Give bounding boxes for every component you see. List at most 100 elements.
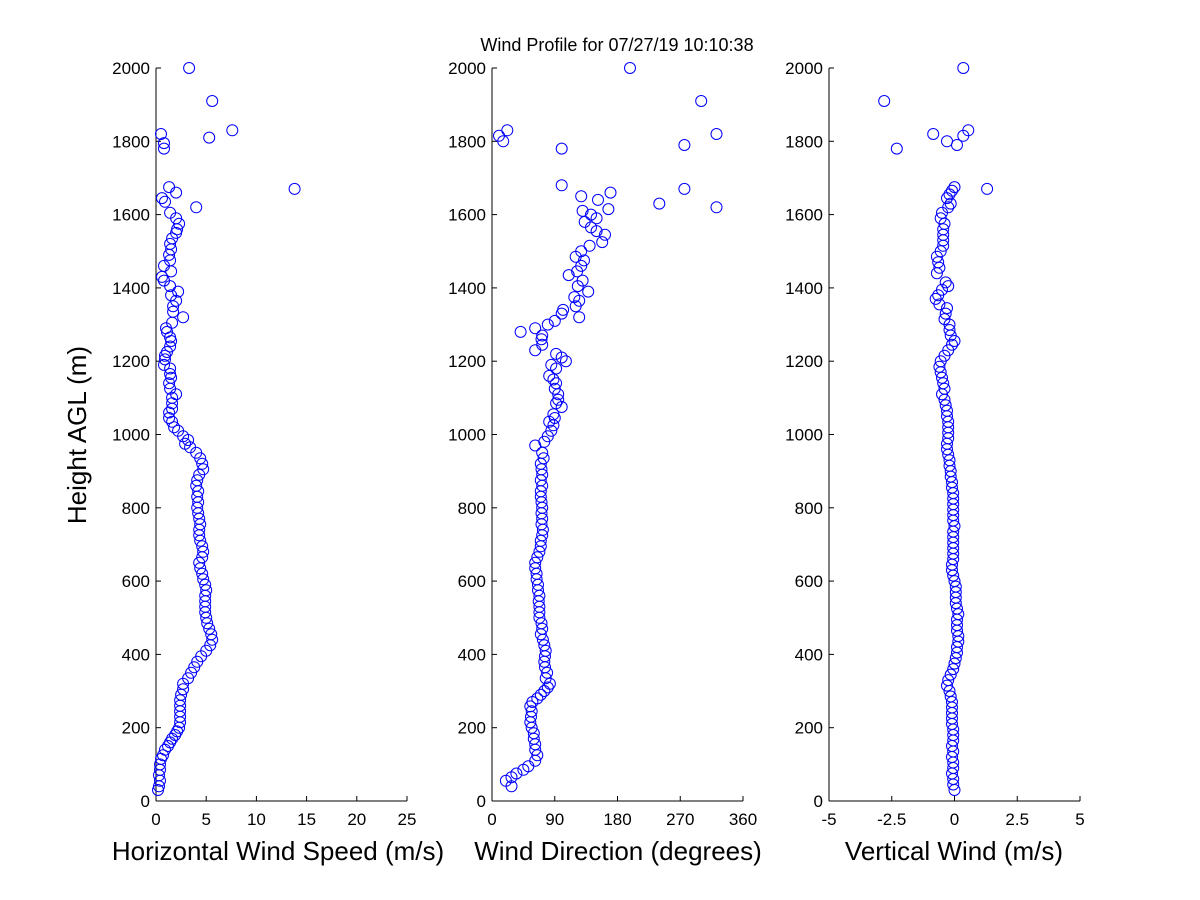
data-point: [529, 556, 542, 569]
data-point: [943, 454, 956, 467]
data-point: [550, 397, 563, 410]
data-point: [578, 254, 590, 267]
data-point: [602, 203, 615, 216]
data-point: [933, 261, 946, 274]
y-tick-label: 1800: [112, 132, 150, 151]
data-point: [938, 382, 951, 395]
y-tick-label: 0: [477, 792, 486, 811]
data-point: [226, 124, 239, 137]
y-tick-label: 400: [795, 645, 823, 664]
data-point: [547, 373, 560, 386]
data-point: [154, 758, 166, 771]
subplot-2: 0 200 400 600 800 1000 1200 1400 1600 1800 2000 0 90…: [448, 59, 762, 866]
data-point: [962, 124, 975, 137]
data-point: [163, 406, 176, 419]
data-point: [929, 292, 942, 305]
data-point: [548, 314, 561, 327]
data-point: [545, 358, 558, 371]
data-point: [948, 657, 961, 670]
data-point: [206, 633, 219, 646]
data-point: [196, 457, 209, 470]
data-point: [168, 421, 181, 434]
y-tick-label: 1000: [785, 426, 823, 445]
data-point: [552, 393, 565, 406]
data-point: [157, 749, 169, 762]
data-point: [946, 184, 958, 197]
data-point: [206, 95, 219, 107]
data-point: [927, 128, 940, 140]
data-point: [538, 639, 551, 652]
data-point: [936, 371, 948, 384]
y-tick-label: 1400: [785, 279, 823, 298]
data-point: [536, 622, 549, 635]
data-point: [575, 190, 588, 203]
y-tick-label: 400: [122, 645, 150, 664]
data-point: [545, 424, 558, 437]
y-tick-label: 2000: [785, 59, 823, 78]
x-tick-label: 25: [398, 810, 417, 829]
data-point: [185, 666, 198, 679]
y-tick-label: 800: [122, 499, 150, 518]
data-point: [938, 313, 951, 326]
data-point: [946, 696, 958, 708]
data-point: [166, 391, 179, 404]
data-point: [576, 204, 589, 217]
y-tick-label: 600: [795, 572, 823, 591]
subplot-1: 0 200 400 600 800 1000 1200 1400 1600 1800 2000 0 5 1…: [62, 59, 444, 866]
y-tick-label: 1200: [112, 352, 150, 371]
data-point: [203, 131, 216, 144]
data-point: [550, 377, 563, 390]
x-tick-label: 270: [666, 810, 694, 829]
data-point: [941, 302, 953, 315]
y-tick-label: 1200: [785, 352, 823, 371]
y-tick-label: 1800: [448, 132, 486, 151]
x-tick-label: 5: [201, 810, 210, 829]
data-point: [164, 237, 177, 250]
data-point: [653, 197, 666, 210]
data-point: [541, 318, 554, 331]
data-point: [163, 412, 176, 424]
y-tick-label: 600: [122, 572, 150, 591]
y-tick-label: 1000: [448, 426, 486, 445]
x-tick-label: 20: [347, 810, 366, 829]
data-point: [541, 666, 554, 679]
y-tick-label: 200: [458, 719, 486, 738]
data-point: [934, 212, 947, 225]
data-point: [529, 322, 542, 335]
data-point: [190, 479, 203, 492]
x-tick-label: 0: [487, 810, 496, 829]
data-point: [939, 276, 952, 289]
data-point: [179, 437, 192, 450]
data-point: [205, 628, 218, 641]
data-point: [182, 672, 195, 685]
data-point: [535, 333, 548, 346]
y-tick-label: 200: [795, 719, 823, 738]
y-tick-label: 1400: [112, 279, 150, 298]
data-point: [173, 217, 186, 230]
y-tick-label: 600: [458, 572, 486, 591]
data-point: [890, 142, 903, 155]
y-tick-label: 800: [795, 499, 823, 518]
x-axis-title: Vertical Wind (m/s): [845, 836, 1063, 866]
x-tick-label: 0: [151, 810, 160, 829]
data-point: [596, 236, 609, 249]
data-point: [493, 129, 505, 142]
data-point: [536, 329, 549, 342]
data-point: [943, 324, 956, 336]
data-point: [172, 285, 185, 298]
data-point: [678, 139, 691, 151]
data-point: [944, 668, 957, 681]
y-tick-label: 1600: [448, 206, 486, 225]
x-tick-label: 90: [545, 810, 564, 829]
data-point: [585, 208, 597, 221]
data-point: [575, 245, 588, 258]
data-point: [172, 424, 185, 437]
data-point: [525, 705, 538, 718]
data-point: [537, 452, 550, 465]
data-point: [163, 377, 176, 390]
data-point: [934, 245, 947, 258]
y-tick-label: 1000: [112, 426, 150, 445]
x-tick-label: 180: [603, 810, 631, 829]
data-point: [167, 305, 180, 318]
